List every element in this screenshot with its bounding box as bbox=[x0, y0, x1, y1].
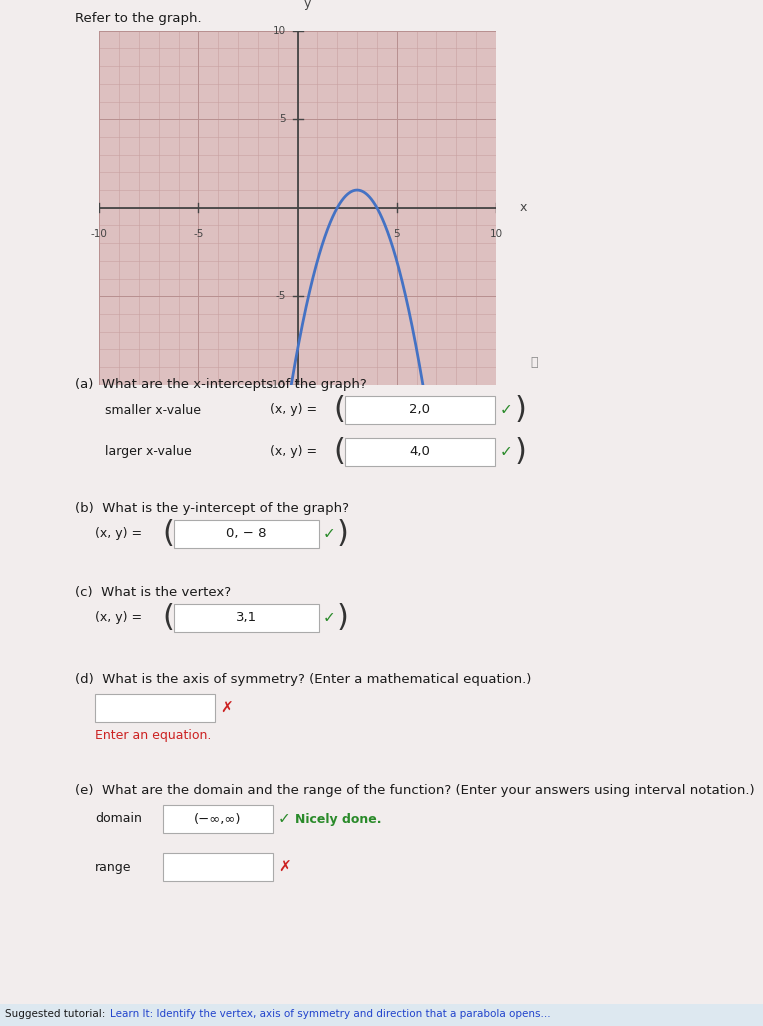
Text: (: ( bbox=[162, 519, 174, 549]
Text: Suggested tutorial:: Suggested tutorial: bbox=[5, 1009, 105, 1019]
Text: 2,0: 2,0 bbox=[410, 403, 430, 417]
Text: ): ) bbox=[337, 603, 349, 632]
Text: 0, − 8: 0, − 8 bbox=[227, 527, 267, 541]
Bar bbox=[163, 853, 273, 881]
Text: -10: -10 bbox=[91, 229, 108, 239]
Text: (x, y) =: (x, y) = bbox=[95, 611, 142, 625]
Text: (b)  What is the y-intercept of the graph?: (b) What is the y-intercept of the graph… bbox=[75, 502, 349, 515]
Text: 10: 10 bbox=[272, 26, 285, 36]
Text: Enter an equation.: Enter an equation. bbox=[95, 729, 211, 743]
Text: larger x-value: larger x-value bbox=[105, 445, 192, 459]
Text: 3,1: 3,1 bbox=[236, 611, 257, 625]
Text: (x, y) =: (x, y) = bbox=[95, 527, 142, 541]
Bar bbox=[345, 438, 495, 466]
Text: ✗: ✗ bbox=[278, 860, 291, 874]
Text: 4,0: 4,0 bbox=[410, 445, 430, 459]
Bar bbox=[174, 520, 319, 548]
Text: (x, y) =: (x, y) = bbox=[270, 403, 317, 417]
Text: (c)  What is the vertex?: (c) What is the vertex? bbox=[75, 586, 231, 599]
Text: 10: 10 bbox=[489, 229, 503, 239]
Text: x: x bbox=[520, 201, 527, 214]
Text: ✓: ✓ bbox=[323, 526, 336, 542]
Text: ✗: ✗ bbox=[220, 701, 233, 715]
Text: (: ( bbox=[333, 395, 345, 425]
Text: ⓘ: ⓘ bbox=[530, 356, 538, 369]
Text: 5: 5 bbox=[394, 229, 400, 239]
Text: range: range bbox=[95, 861, 131, 873]
Bar bbox=[163, 805, 273, 833]
Text: (x, y) =: (x, y) = bbox=[270, 445, 317, 459]
Text: ✓: ✓ bbox=[500, 402, 513, 418]
Bar bbox=[0, 1004, 763, 1026]
Text: ✓: ✓ bbox=[500, 444, 513, 460]
Text: -5: -5 bbox=[275, 291, 285, 302]
Text: Refer to the graph.: Refer to the graph. bbox=[75, 12, 201, 25]
Text: ✓: ✓ bbox=[278, 812, 291, 827]
Text: -5: -5 bbox=[193, 229, 204, 239]
Text: ✓: ✓ bbox=[323, 610, 336, 626]
Text: smaller x-value: smaller x-value bbox=[105, 403, 201, 417]
Text: ): ) bbox=[515, 437, 527, 467]
Text: -10: -10 bbox=[269, 380, 285, 390]
Text: (a)  What are the x-intercepts of the graph?: (a) What are the x-intercepts of the gra… bbox=[75, 378, 367, 391]
Text: 5: 5 bbox=[279, 114, 285, 124]
Text: Learn It: Identify the vertex, axis of symmetry and direction that a parabola op: Learn It: Identify the vertex, axis of s… bbox=[110, 1009, 551, 1019]
Bar bbox=[345, 396, 495, 424]
Bar bbox=[174, 604, 319, 632]
Text: ): ) bbox=[515, 395, 527, 425]
Text: ): ) bbox=[337, 519, 349, 549]
Bar bbox=[95, 694, 215, 722]
Text: domain: domain bbox=[95, 813, 142, 826]
Text: (: ( bbox=[333, 437, 345, 467]
Text: (: ( bbox=[162, 603, 174, 632]
Text: y: y bbox=[304, 0, 311, 9]
Text: (d)  What is the axis of symmetry? (Enter a mathematical equation.): (d) What is the axis of symmetry? (Enter… bbox=[75, 673, 531, 686]
Text: (−∞,∞): (−∞,∞) bbox=[195, 813, 242, 826]
Text: Nicely done.: Nicely done. bbox=[295, 813, 382, 826]
Text: (e)  What are the domain and the range of the function? (Enter your answers usin: (e) What are the domain and the range of… bbox=[75, 784, 755, 797]
